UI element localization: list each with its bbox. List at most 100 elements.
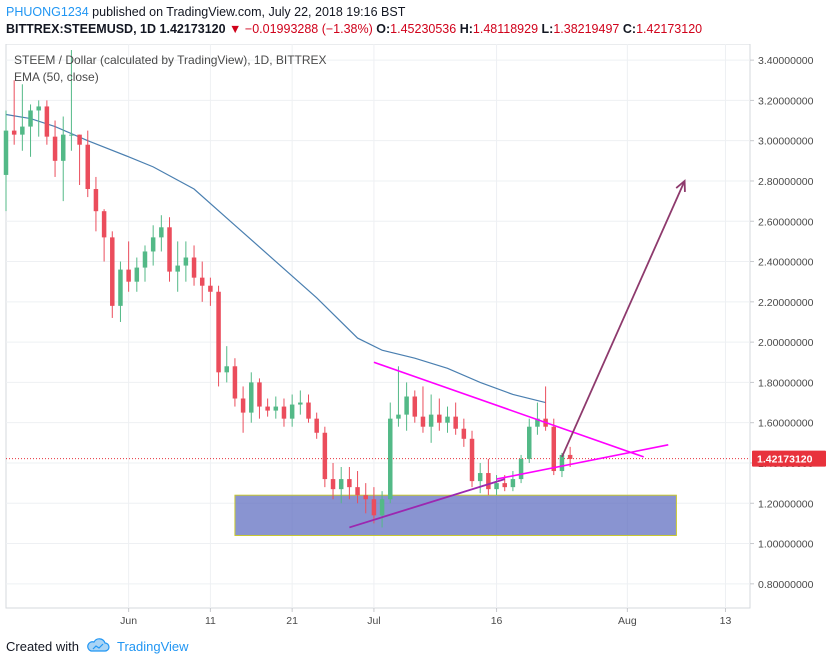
time-axis[interactable]: Jun 11 21 Jul 16 Aug 13 xyxy=(120,608,731,627)
candle-body xyxy=(477,473,483,482)
indicator-label: EMA (50, close) xyxy=(14,70,99,84)
candle xyxy=(527,418,532,463)
low-value: 1.38219497 xyxy=(553,22,620,36)
ohlc-line: BITTREX:STEEMUSD, 1D 1.42173120 ▼ −0.019… xyxy=(6,21,702,38)
candle-body xyxy=(20,126,25,135)
tradingview-brand[interactable]: TradingView xyxy=(116,638,189,654)
candle-body xyxy=(428,414,434,427)
x-tick-label: 16 xyxy=(491,615,503,627)
candle xyxy=(216,285,221,387)
candle xyxy=(257,378,262,419)
candle xyxy=(298,390,303,415)
candle-body xyxy=(314,418,319,433)
candle xyxy=(428,394,434,443)
candle xyxy=(52,120,58,177)
candle xyxy=(191,245,197,286)
price-chart[interactable]: 3.40000000 3.20000000 3.00000000 2.80000000… xyxy=(0,44,828,632)
last-price-label: 1.42173120 xyxy=(757,454,813,466)
forecast-arrow-head xyxy=(675,179,686,192)
candle-body xyxy=(134,267,140,282)
high-label: H: xyxy=(459,22,473,36)
candle-body xyxy=(518,458,524,480)
candle-body xyxy=(551,426,557,472)
y-tick-label: 3.20000000 xyxy=(758,95,814,107)
author-name[interactable]: PHUONG1234 xyxy=(6,5,89,19)
candle xyxy=(535,402,540,435)
candle-body xyxy=(306,402,311,419)
candle xyxy=(159,215,164,252)
chart-header: PHUONG1234 published on TradingView.com,… xyxy=(6,4,702,38)
candle-body xyxy=(3,130,9,175)
candle-body xyxy=(93,189,99,212)
candle xyxy=(150,225,156,266)
low-label: L: xyxy=(541,22,554,36)
triangle-lower-line xyxy=(496,444,669,480)
candle-body xyxy=(191,257,197,278)
symbol: BITTREX:STEEMUSD, xyxy=(6,22,137,36)
candle-body xyxy=(338,479,344,490)
price-axis[interactable]: 3.40000000 3.20000000 3.00000000 2.80000000… xyxy=(750,55,826,591)
candle xyxy=(110,231,115,318)
forecast-arrow-shaft xyxy=(561,180,686,458)
candle xyxy=(355,471,360,504)
candle-body xyxy=(175,265,180,272)
candle xyxy=(396,366,401,427)
candle-body xyxy=(281,406,287,419)
candle xyxy=(224,346,229,383)
candle xyxy=(486,458,491,496)
y-tick-label: 0.80000000 xyxy=(758,579,814,591)
x-tick-label: Jun xyxy=(120,615,137,627)
candle xyxy=(240,386,246,433)
candle-body xyxy=(347,479,352,488)
x-tick-label: 13 xyxy=(720,615,732,627)
candle-body xyxy=(44,106,50,137)
candle xyxy=(69,50,74,151)
price-change: −0.01993288 (−1.38%) xyxy=(244,22,373,36)
triangle-upper-line xyxy=(373,361,644,458)
close-label: C: xyxy=(622,22,637,36)
last-price-badge xyxy=(752,450,826,467)
candle xyxy=(36,100,41,137)
support-trend-line xyxy=(349,478,505,529)
candle-body xyxy=(379,499,385,516)
candle xyxy=(28,104,33,157)
candle-body xyxy=(273,406,279,411)
candle xyxy=(93,176,99,232)
candle-body xyxy=(502,483,507,488)
candle-body xyxy=(469,438,475,482)
candle-body xyxy=(412,396,418,417)
candle xyxy=(551,418,557,476)
candle-body xyxy=(289,404,295,419)
candle-body xyxy=(118,269,123,306)
candle-body xyxy=(567,454,573,459)
candle xyxy=(77,134,82,185)
candle-body xyxy=(371,499,377,516)
candle xyxy=(183,241,189,282)
candle-body xyxy=(437,414,442,423)
candle xyxy=(60,116,66,202)
candle-body xyxy=(110,237,115,306)
candle-body xyxy=(388,418,393,500)
candle xyxy=(338,467,344,504)
candle-body xyxy=(330,479,336,490)
candle-body xyxy=(126,269,131,282)
candle-body xyxy=(559,454,565,472)
footer: Created with TradingView xyxy=(6,638,189,654)
support-zone[interactable] xyxy=(234,494,677,536)
y-tick-label: 2.00000000 xyxy=(758,337,814,349)
candle xyxy=(142,245,148,282)
candle-body xyxy=(363,495,368,500)
candle xyxy=(289,394,295,427)
candle-body xyxy=(240,398,246,413)
candle xyxy=(477,462,483,494)
candle xyxy=(306,394,311,423)
candle xyxy=(371,487,377,524)
ema-line xyxy=(5,113,546,404)
candle xyxy=(518,454,524,484)
candle xyxy=(232,358,238,407)
candle xyxy=(469,430,475,488)
candle xyxy=(379,491,385,528)
drawings[interactable] xyxy=(349,179,686,529)
created-with-text: Created with xyxy=(6,638,79,654)
high-value: 1.48118929 xyxy=(472,22,539,36)
